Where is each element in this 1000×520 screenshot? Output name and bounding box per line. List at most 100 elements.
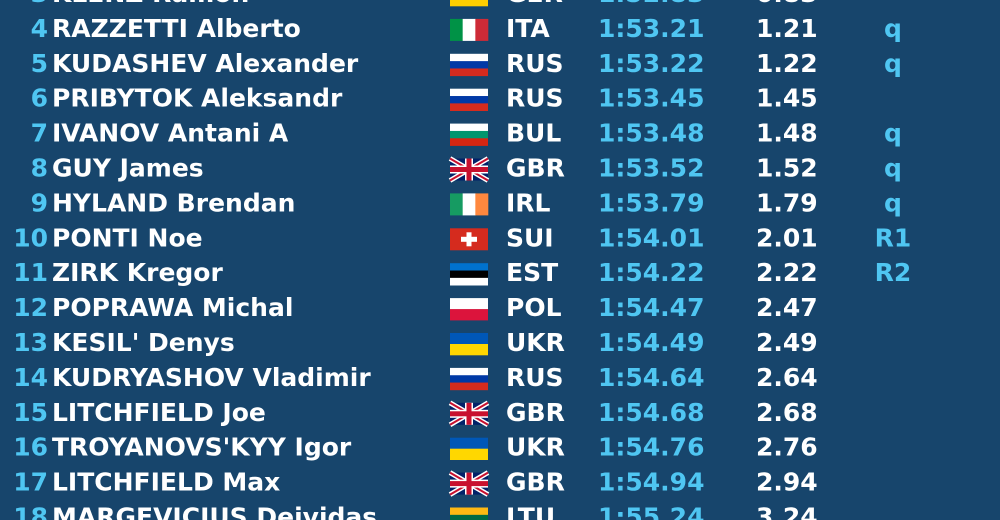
flag xyxy=(450,437,488,460)
time-behind: 1.52 xyxy=(756,154,818,183)
flag-cross xyxy=(450,411,488,417)
result-row: 12 POPRAWA Michal POL 1:54.47 2.47 xyxy=(13,293,817,322)
flag-stripe xyxy=(450,333,488,345)
time: 1:52.83 xyxy=(598,0,704,8)
time: 1:53.21 xyxy=(598,14,704,43)
athlete-name: PRIBYTOK Aleksandr xyxy=(52,84,343,113)
result-row: 11 ZIRK Kregor EST 1:54.22 2.22 R2 xyxy=(13,258,911,287)
athlete-name: MARGEVICIUS Deividas xyxy=(52,503,377,520)
flag xyxy=(450,53,488,77)
nation: EST xyxy=(506,258,558,287)
flag-stripe xyxy=(450,130,488,139)
nation: ITA xyxy=(506,14,550,43)
time-behind: 2.22 xyxy=(756,258,818,287)
flag xyxy=(450,18,489,41)
flag-stripe xyxy=(450,277,488,286)
athlete-name: IVANOV Antani A xyxy=(52,119,289,148)
flag-stripe xyxy=(450,375,488,383)
time-behind: 1.45 xyxy=(756,84,818,113)
time: 1:54.68 xyxy=(598,398,704,427)
nation: GBR xyxy=(506,154,565,183)
flag xyxy=(450,88,488,111)
time-behind: 1.21 xyxy=(756,14,818,43)
athlete-name: LITCHFIELD Max xyxy=(52,468,280,497)
flag xyxy=(450,333,488,356)
athlete-name: POPRAWA Michal xyxy=(52,293,293,322)
time: 1:54.49 xyxy=(598,328,704,357)
flag-stripe xyxy=(450,437,488,449)
athlete-name: KESIL' Denys xyxy=(52,328,235,357)
rank: 3 xyxy=(31,0,48,8)
time: 1:55.24 xyxy=(598,503,704,520)
flag-stripe xyxy=(450,309,488,321)
result-row: 6 PRIBYTOK Aleksandr RUS 1:53.45 1.45 xyxy=(31,84,818,113)
flag-stripe xyxy=(450,96,488,104)
rank: 6 xyxy=(31,84,48,113)
time-behind: 2.64 xyxy=(756,363,818,392)
flag xyxy=(450,123,488,146)
flag xyxy=(450,228,488,251)
flag-stripe xyxy=(450,263,488,271)
flag xyxy=(450,0,488,7)
result-row: 13 KESIL' Denys UKR 1:54.49 2.49 xyxy=(13,328,817,357)
rank: 16 xyxy=(13,433,48,462)
flag-stripe xyxy=(475,18,489,41)
athlete-name: PONTI Noe xyxy=(52,223,203,252)
rank: 7 xyxy=(31,119,48,148)
qualification: R1 xyxy=(875,223,912,252)
flag-cross xyxy=(450,167,488,172)
flag-stripe xyxy=(450,382,488,391)
flag-stripe xyxy=(450,298,488,310)
result-row: 15 LITCHFIELD Joe GBR 1:54.68 2.68 xyxy=(13,398,818,427)
nation: UKR xyxy=(506,433,565,462)
time-behind: 2.47 xyxy=(756,293,818,322)
flag-stripe xyxy=(450,344,488,356)
qualification: R2 xyxy=(875,258,912,287)
time: 1:54.94 xyxy=(598,468,704,497)
time: 1:53.52 xyxy=(598,154,704,183)
nation: RUS xyxy=(506,84,564,113)
time-behind: 2.01 xyxy=(756,223,818,252)
rank: 17 xyxy=(13,468,48,497)
rank: 15 xyxy=(13,398,48,427)
flag-stripe xyxy=(462,18,476,41)
time-behind: 2.76 xyxy=(756,433,818,462)
athlete-name: LITCHFIELD Joe xyxy=(52,398,266,427)
flag xyxy=(450,298,488,321)
nation: LTU xyxy=(506,503,555,520)
flag-stripe xyxy=(475,193,489,216)
athlete-name: GUY James xyxy=(52,154,204,183)
flag-stripe xyxy=(450,123,488,132)
nation: GBR xyxy=(506,398,565,427)
rank: 14 xyxy=(13,363,48,392)
time: 1:53.79 xyxy=(598,188,704,217)
flag-stripe xyxy=(450,68,488,77)
athlete-name: HYLAND Brendan xyxy=(52,188,295,217)
athlete-name: RAZZETTI Alberto xyxy=(52,14,301,43)
flag xyxy=(450,193,489,216)
result-row: 3 KLENZ Ramon GER 1:52.83 0.83 xyxy=(31,0,818,8)
nation: SUI xyxy=(506,223,554,252)
result-row: 4 RAZZETTI Alberto ITA 1:53.21 1.21 q xyxy=(31,14,902,43)
result-row: 10 PONTI Noe SUI 1:54.01 2.01 R1 xyxy=(13,223,911,252)
result-row: 18 MARGEVICIUS Deividas LTU 1:55.24 3.24 xyxy=(13,503,818,520)
flag xyxy=(450,367,488,391)
rank: 10 xyxy=(13,223,48,252)
time-behind: 0.83 xyxy=(756,0,818,8)
flag-stripe xyxy=(450,514,488,520)
qualification: q xyxy=(884,154,902,183)
nation: RUS xyxy=(506,49,564,78)
flag-stripe xyxy=(450,448,488,460)
athlete-name: TROYANOVS'KYY Igor xyxy=(52,433,352,462)
time-behind: 1.79 xyxy=(756,188,818,217)
result-row: 5 KUDASHEV Alexander RUS 1:53.22 1.22 q xyxy=(31,49,902,78)
rank: 4 xyxy=(31,14,48,43)
time: 1:54.01 xyxy=(598,223,704,252)
athlete-name: KUDASHEV Alexander xyxy=(52,49,359,78)
flag-stripe xyxy=(450,507,488,516)
time: 1:53.22 xyxy=(598,49,704,78)
flag xyxy=(450,507,488,520)
nation: BUL xyxy=(506,119,561,148)
